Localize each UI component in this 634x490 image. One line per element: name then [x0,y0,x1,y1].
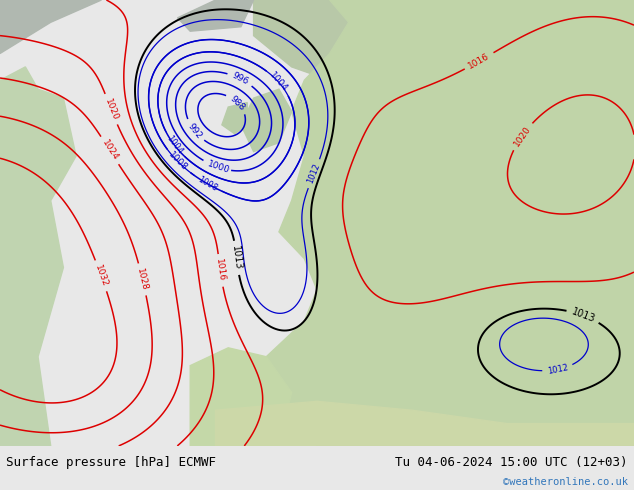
Text: Tu 04-06-2024 15:00 UTC (12+03): Tu 04-06-2024 15:00 UTC (12+03) [395,456,628,469]
Polygon shape [0,0,101,53]
Polygon shape [178,0,254,31]
Text: 1012: 1012 [547,363,569,376]
Text: 1020: 1020 [103,97,119,122]
Text: 1016: 1016 [467,51,491,71]
Polygon shape [222,102,247,134]
Text: 1032: 1032 [93,264,109,288]
Text: 1000: 1000 [206,159,231,175]
Text: 992: 992 [186,121,204,140]
Text: 1004: 1004 [268,71,290,94]
Polygon shape [190,348,292,446]
Text: 1016: 1016 [214,258,226,282]
Text: 1028: 1028 [136,267,150,292]
Text: 1013: 1013 [570,306,597,324]
Text: 1012: 1012 [306,162,322,185]
Text: 988: 988 [228,94,247,112]
Polygon shape [216,401,634,446]
Text: 1008: 1008 [197,175,219,193]
Text: 1013: 1013 [230,245,243,270]
Text: Surface pressure [hPa] ECMWF: Surface pressure [hPa] ECMWF [6,456,216,469]
Polygon shape [0,67,76,446]
Text: 996: 996 [230,71,250,87]
Text: 1008: 1008 [167,150,190,173]
Polygon shape [266,0,634,446]
Polygon shape [254,0,368,80]
Text: ©weatheronline.co.uk: ©weatheronline.co.uk [503,477,628,487]
Text: 1024: 1024 [100,138,120,163]
Text: 1004: 1004 [164,134,184,156]
Text: 1020: 1020 [512,124,533,148]
Polygon shape [368,214,406,290]
Polygon shape [241,89,292,151]
